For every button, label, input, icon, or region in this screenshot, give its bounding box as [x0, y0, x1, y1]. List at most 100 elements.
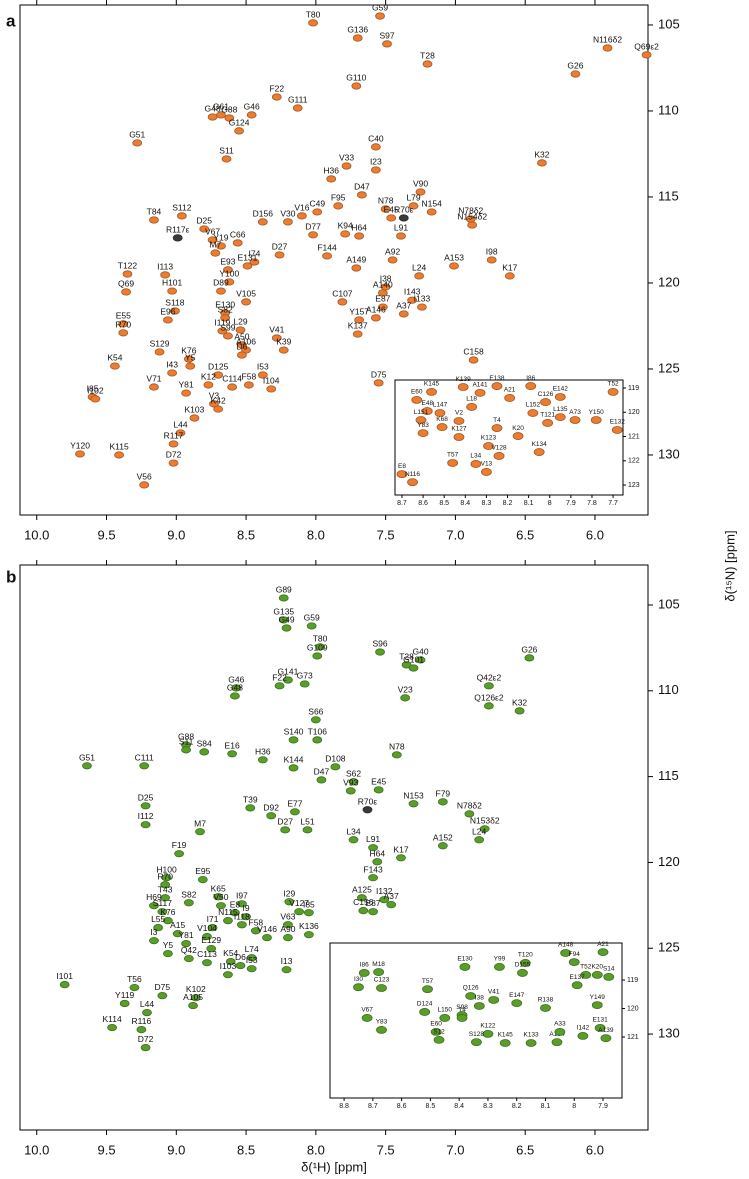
- y-tick-label: 105: [658, 596, 680, 611]
- peak: [373, 968, 385, 976]
- peak: [426, 208, 437, 216]
- y-tick-label: 119: [628, 385, 639, 392]
- peak-label: S66: [308, 706, 323, 716]
- peak-label: M18: [372, 961, 385, 968]
- peak-label: V41: [269, 325, 284, 335]
- peak: [221, 155, 232, 163]
- peak-label: Q126ε2: [474, 692, 504, 702]
- peak: [249, 258, 260, 266]
- peak: [554, 1027, 566, 1036]
- x-tick-label: 6.5: [516, 527, 534, 542]
- peak-label: Y83: [417, 422, 429, 429]
- peak: [333, 202, 344, 210]
- x-tick-label: 10.0: [24, 527, 49, 542]
- peak-label: V105: [236, 288, 256, 298]
- peak: [241, 298, 251, 306]
- peak: [348, 836, 359, 844]
- x-tick-label: 8.6: [418, 500, 428, 507]
- peak: [597, 948, 609, 957]
- peak: [139, 481, 150, 489]
- peak-label: V16: [294, 202, 309, 212]
- peak-label: I29: [283, 888, 295, 898]
- peak-label: D89: [213, 278, 229, 288]
- peak-label: Y157: [349, 306, 369, 316]
- peak: [278, 616, 289, 624]
- peak: [109, 362, 120, 370]
- peak: [271, 334, 282, 342]
- peak-label: A21: [504, 387, 516, 394]
- peak-label: S96: [372, 639, 387, 649]
- peak: [590, 416, 602, 424]
- x-tick-label: 8.0: [307, 527, 325, 542]
- peak-label: K76: [181, 346, 196, 356]
- peak-label: L151: [414, 409, 429, 416]
- peak: [283, 934, 293, 942]
- peak: [220, 314, 231, 322]
- plot-frame: [19, 4, 649, 516]
- peak: [474, 836, 485, 844]
- peak-label: N154δ2: [457, 212, 487, 222]
- peak-label: E16: [225, 740, 240, 750]
- peak-label: E77: [287, 798, 302, 808]
- y-tick-label: 115: [658, 188, 679, 203]
- peak-label: C49: [309, 198, 325, 208]
- peak-label: T57: [447, 452, 459, 459]
- peak: [236, 921, 247, 929]
- y-tick-label: 110: [658, 682, 679, 697]
- peak-label: T52: [580, 964, 592, 971]
- peak-label: R70: [157, 871, 173, 881]
- peak-label: A141: [472, 382, 488, 389]
- peak-label: A149: [346, 255, 366, 265]
- peak: [202, 959, 212, 967]
- peak: [554, 393, 566, 401]
- peak-label: G124: [229, 117, 250, 127]
- y-tick-label: 130: [658, 446, 680, 461]
- peak-label: R117ε: [166, 224, 190, 234]
- peak: [246, 111, 257, 119]
- peak-label: K115: [109, 442, 128, 452]
- peak: [278, 346, 289, 354]
- y-tick-label: 120: [658, 854, 680, 869]
- peak: [163, 949, 173, 958]
- peak-label: D72: [138, 1034, 154, 1044]
- peak: [242, 262, 253, 270]
- peak-label: A139: [598, 1027, 614, 1034]
- peak-label: L34: [470, 453, 481, 460]
- x-tick-label: 8: [548, 500, 552, 507]
- peak-label: I112: [138, 811, 154, 821]
- peak: [90, 395, 101, 403]
- peak: [246, 965, 257, 973]
- peak: [142, 1009, 152, 1017]
- peak: [387, 256, 398, 264]
- peak: [377, 303, 388, 311]
- peak: [316, 776, 327, 784]
- peak-label: I86: [526, 375, 535, 382]
- peak-label: I143: [404, 287, 421, 297]
- peak: [504, 394, 516, 402]
- peak-label: K114: [102, 1014, 121, 1024]
- peak: [197, 875, 208, 884]
- peak: [119, 999, 130, 1008]
- peak: [358, 969, 370, 977]
- peak-label: F94: [569, 951, 581, 958]
- peak-label: Y5: [185, 353, 196, 363]
- peak-label: V50: [213, 892, 228, 902]
- peak: [235, 326, 246, 334]
- peak-label: T57: [422, 978, 434, 985]
- peak-label: L91: [394, 223, 408, 233]
- peak: [540, 1004, 551, 1012]
- peak: [433, 1035, 445, 1044]
- y-tick-label: 110: [658, 102, 679, 117]
- peak-label: E87: [375, 294, 390, 304]
- peak-label: G73: [297, 670, 313, 680]
- peak-label: L24: [412, 262, 426, 272]
- peak-label: D27: [277, 816, 293, 826]
- peak: [157, 992, 168, 1000]
- peak-label: I103: [220, 961, 237, 971]
- peak-label: V41: [488, 989, 500, 996]
- peak: [281, 624, 292, 632]
- peak: [183, 355, 194, 363]
- peak-label: K145: [498, 1032, 514, 1039]
- peak: [160, 271, 171, 279]
- peak-label: K32: [534, 149, 549, 159]
